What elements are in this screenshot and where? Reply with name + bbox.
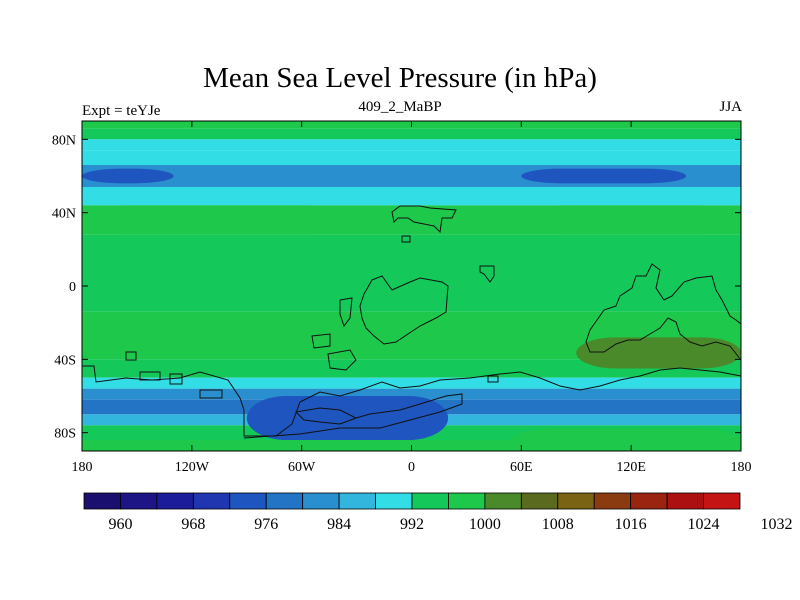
colorbar-box-14 [593,492,632,510]
pressure-low-1 [521,168,687,184]
colorbar-box-6 [302,492,340,510]
pressure-high-6 [512,429,741,451]
run-label: 409_2_MaBP [358,99,442,115]
colorbar-box-5 [265,492,304,510]
colorbar-label-0: 960 [108,516,132,533]
x-tick-label-4: 60E [510,460,533,475]
colorbar-box-3 [192,492,231,510]
colorbar-box-4 [229,492,267,510]
colorbar-label-5: 1000 [469,516,501,533]
colorbar-box-12 [520,492,559,510]
colorbar-box-16 [666,492,704,510]
colorbar-label-1: 968 [181,516,205,533]
pressure-band-8 [82,234,741,312]
colorbar-label-3: 984 [327,516,351,533]
pressure-field [82,121,741,451]
colorbar-label-7: 1016 [615,516,647,533]
colorbar-box-17 [703,492,741,510]
colorbar-label-8: 1024 [688,516,720,533]
pressure-band-1 [82,128,741,140]
pressure-high-3 [521,205,741,235]
pressure-band-2 [82,139,741,151]
x-tick-label-2: 60W [288,460,316,475]
pressure-low-4 [246,396,449,440]
colorbar-box-1 [120,492,158,510]
pressure-low-0 [82,168,174,184]
x-tick-label-5: 120E [616,460,646,475]
pressure-high-2 [82,205,348,235]
pressure-band-6 [82,198,741,206]
x-tick-label-3: 0 [408,460,415,475]
colorbar-box-13 [557,492,595,510]
colorbar-box-11 [484,492,522,510]
pressure-band-5 [82,187,741,198]
colorbar-box-10 [448,492,486,510]
y-tick-label-2: 0 [69,280,76,295]
y-tick-label-0: 80N [52,133,76,148]
colorbar-label-6: 1008 [542,516,574,533]
colorbar-box-9 [411,492,449,510]
colorbar-label-4: 992 [400,516,424,533]
colorbar-box-2 [156,492,194,510]
y-tick-label-1: 40N [52,207,76,222]
season-label: JJA [719,99,742,115]
colorbar: 960968976984992100010081016102410321040 [83,492,792,533]
pressure-band-10 [82,359,741,378]
x-tick-label-0: 180 [72,460,93,475]
pressure-band-3 [82,150,741,165]
pressure-band-11 [82,377,741,389]
colorbar-label-9: 1032 [760,516,792,533]
x-tick-label-1: 120W [175,460,210,475]
y-tick-label-3: 40S [54,353,76,368]
colorbar-label-2: 976 [254,516,278,533]
pressure-band-12 [82,388,741,400]
coastline-outline [82,205,741,439]
chart-title: Mean Sea Level Pressure (in hPa) [203,62,597,94]
colorbar-box-7 [338,492,376,510]
x-tick-label-6: 180 [731,460,752,475]
y-tick-label-4: 80S [54,427,76,442]
colorbar-box-8 [375,492,413,510]
colorbar-box-15 [630,492,668,510]
experiment-label: Expt = teYJe [82,103,161,119]
axes: 180 120W 60W 0 60E 120E 180 80N 40N 0 40S 80S [52,121,752,475]
colorbar-box-0 [83,492,121,510]
